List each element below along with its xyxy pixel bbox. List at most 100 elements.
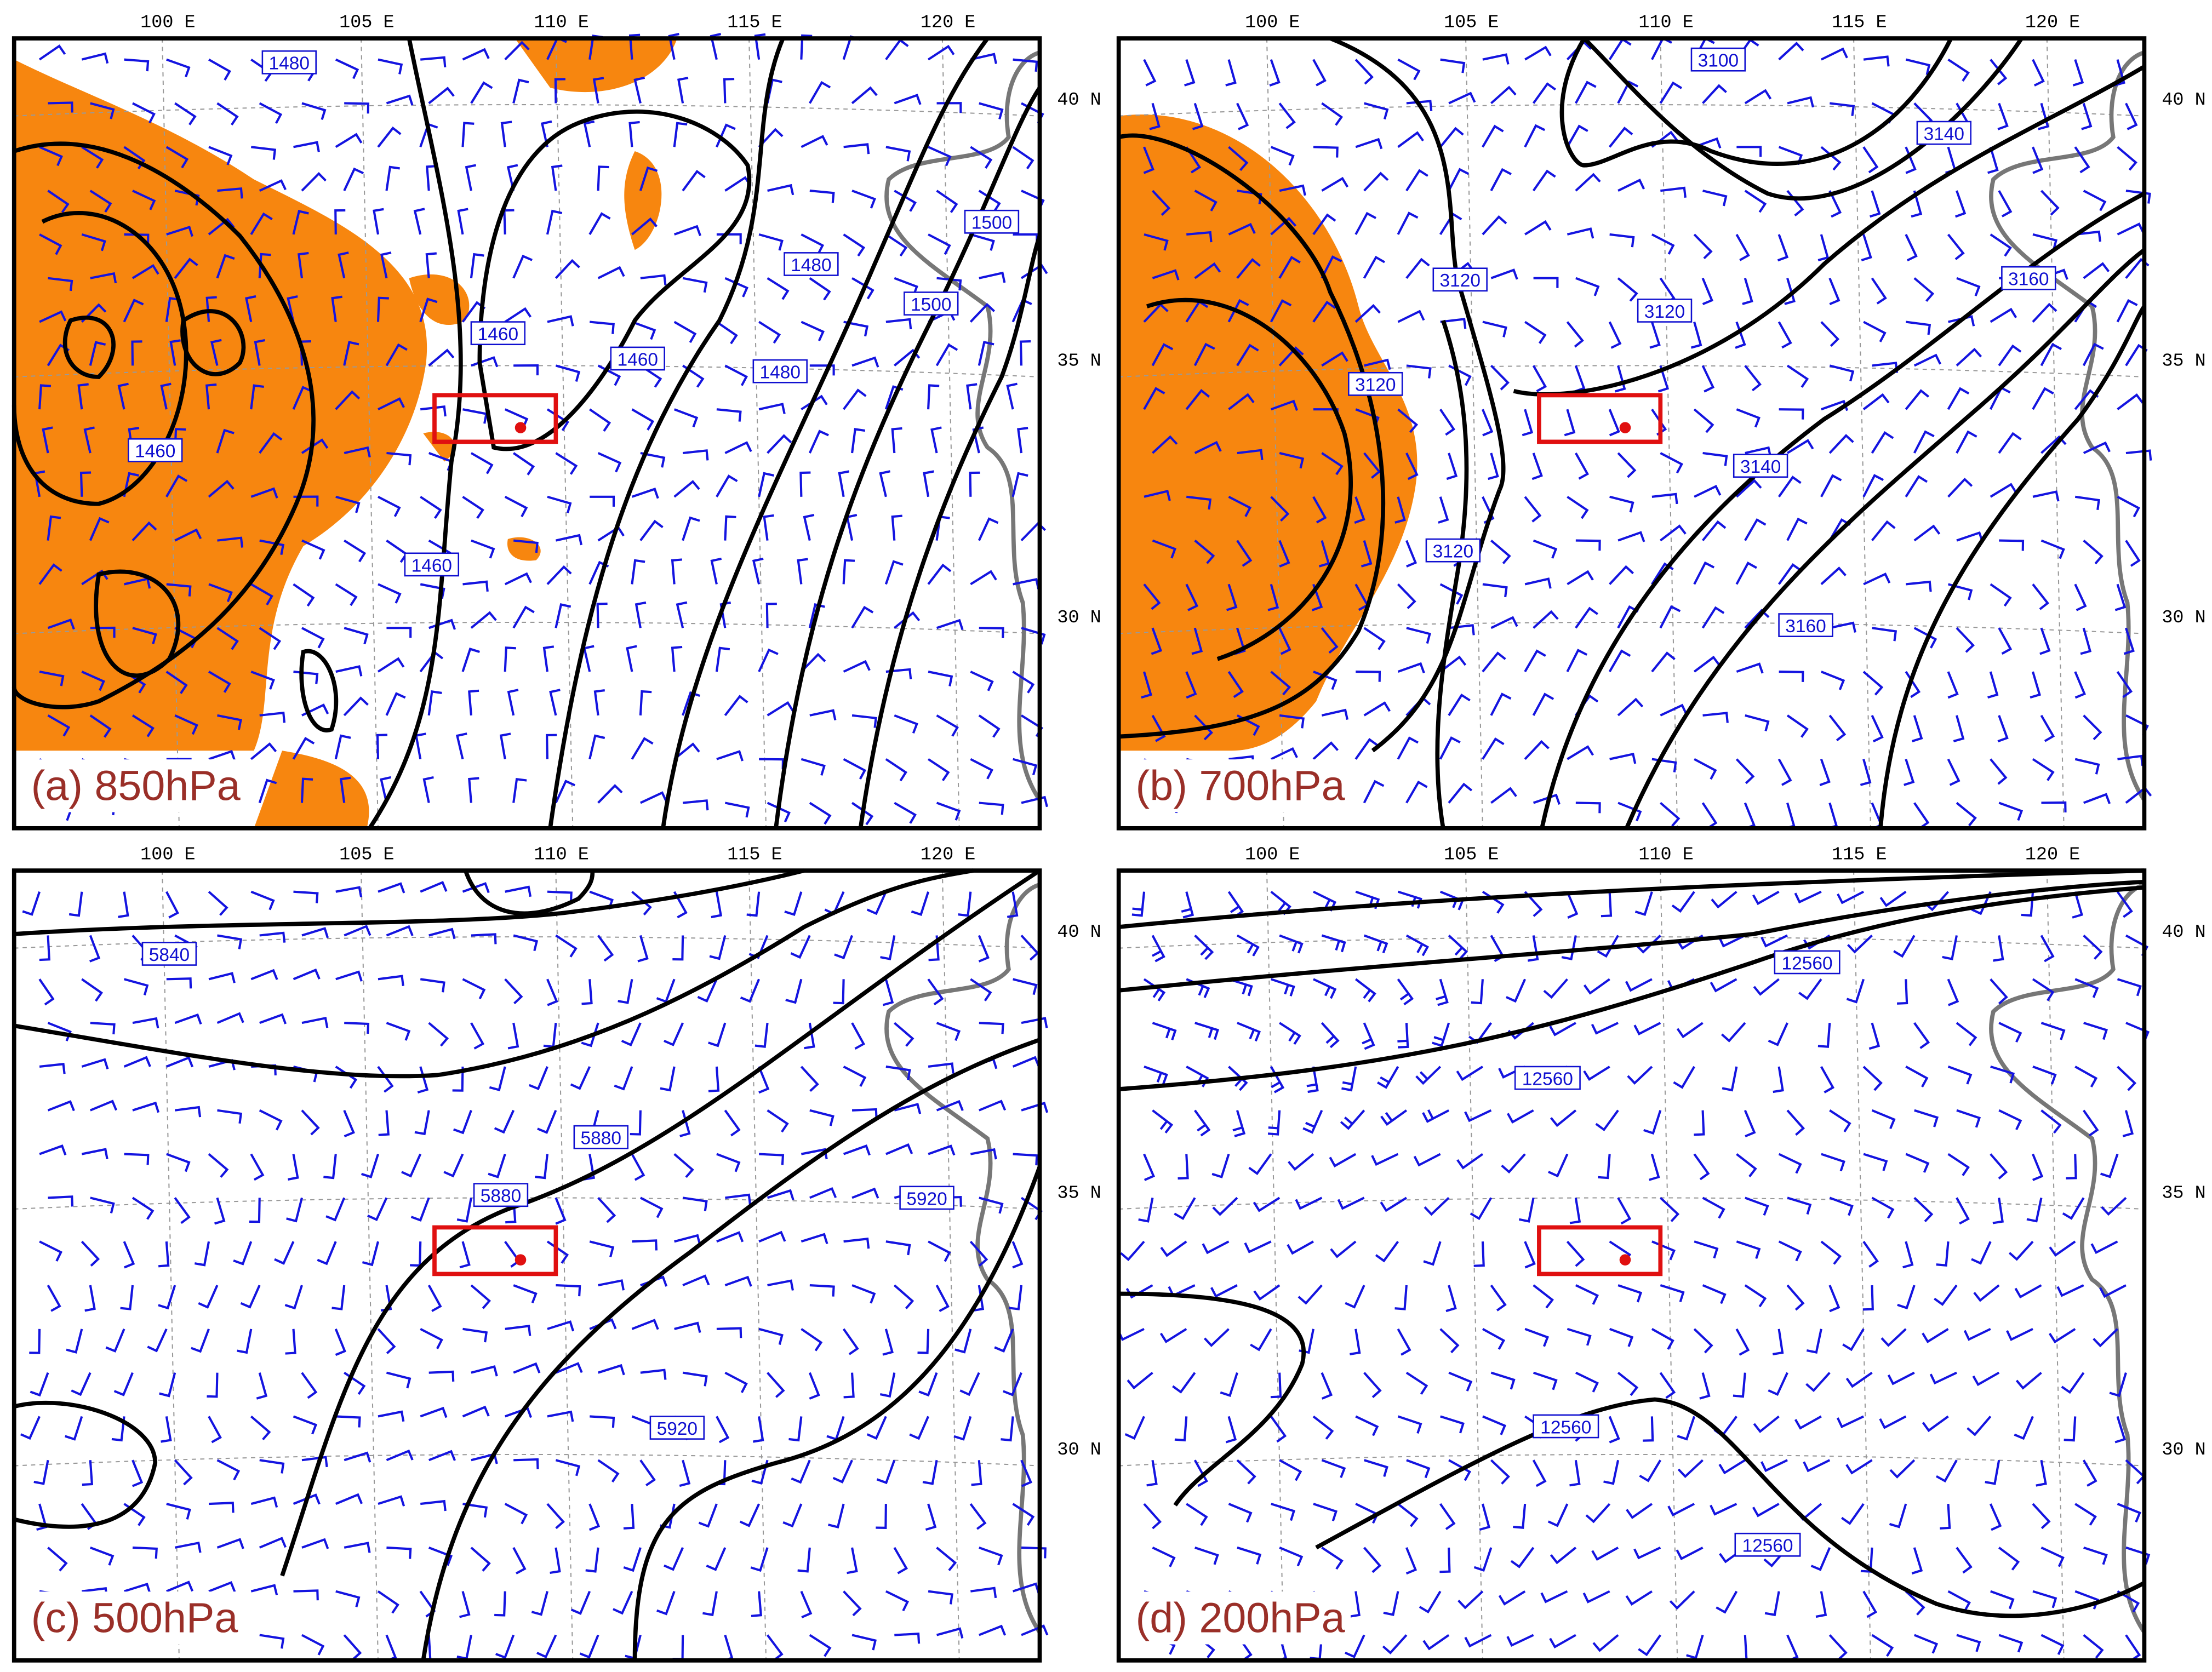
wind-barb (1862, 146, 1879, 174)
wind-barb (207, 1372, 219, 1398)
wind-barb (1364, 102, 1389, 120)
wind-barb (753, 1416, 764, 1443)
longitude-label: 110 E (534, 844, 588, 865)
wind-barb (377, 1328, 396, 1354)
wind-barb (420, 405, 447, 417)
latitude-label: 40 N (1057, 922, 1101, 943)
contour-label: 1460 (135, 442, 175, 462)
wind-barb (89, 517, 110, 541)
wind-barb (216, 1012, 244, 1024)
longitude-label: 105 E (1444, 844, 1499, 865)
wind-barb (808, 430, 829, 454)
wind-barb (1278, 102, 1296, 129)
wind-barb (801, 758, 826, 776)
wind-barb (843, 758, 867, 780)
wind-barb (1659, 81, 1683, 104)
wind-barb (1821, 1153, 1845, 1172)
wind-barb (1194, 1022, 1219, 1040)
wind-barb (546, 978, 558, 1006)
wind-barb (1744, 1284, 1767, 1308)
wind-barb (1151, 190, 1171, 216)
wind-barb (1752, 1503, 1780, 1518)
wind-barb (1694, 1240, 1719, 1259)
wind-barb (979, 1022, 1004, 1034)
wind-barb (1185, 389, 1210, 410)
wind-barb (1337, 1196, 1365, 1210)
wind-barb (1354, 496, 1365, 524)
wind-barb (1321, 708, 1349, 720)
longitude-label: 120 E (921, 844, 975, 865)
wind-barb (970, 1148, 997, 1160)
wind-barb (1635, 935, 1661, 954)
wind-barb (1524, 320, 1547, 344)
wind-barb (489, 1066, 506, 1091)
wind-barb (767, 277, 790, 300)
wind-barb (767, 434, 792, 454)
wind-barb (1192, 102, 1204, 130)
wind-barb (1841, 1503, 1865, 1525)
wind-barb (386, 627, 412, 638)
wind-barb (1567, 745, 1594, 760)
wind-barb (428, 87, 455, 105)
wind-barb (1457, 1590, 1484, 1610)
latitude-label: 40 N (2162, 922, 2205, 943)
wind-barb (2032, 387, 2054, 410)
wind-barb (706, 1547, 727, 1571)
wind-barb (801, 394, 828, 410)
wind-barb (597, 935, 614, 962)
wind-barb (1473, 1241, 1485, 1267)
wind-barb (555, 780, 576, 804)
wind-barb (970, 570, 997, 586)
wind-barb (631, 891, 652, 915)
wind-barb (682, 169, 706, 192)
wind-barb (250, 671, 275, 690)
target-point (1619, 422, 1631, 433)
wind-barb (550, 1547, 561, 1574)
wind-barb (1363, 1372, 1382, 1398)
latitude-label: 35 N (2162, 351, 2205, 371)
wind-barb (2049, 1240, 2076, 1257)
wind-barb (38, 44, 66, 61)
wind-barb (724, 1371, 748, 1393)
wind-barb (758, 1327, 784, 1345)
wind-barb (68, 891, 83, 917)
wind-barb (250, 212, 273, 236)
contour (1118, 879, 2145, 993)
wind-barb (631, 320, 656, 340)
wind-barb (1694, 485, 1722, 498)
wind-barb (537, 1109, 557, 1134)
wind-barb (1828, 714, 1847, 742)
wind-barb (1953, 715, 1965, 742)
wind-barb (2125, 1546, 2151, 1565)
wind-barb (1149, 102, 1161, 130)
wind-barb (81, 1148, 108, 1159)
wind-barb (851, 801, 874, 826)
wind-barb (1768, 1022, 1788, 1046)
wind-barb (1772, 1329, 1784, 1355)
wind-barb (2040, 435, 2067, 454)
wind-barb (494, 1109, 515, 1134)
contour-label-box (649, 1416, 705, 1440)
wind-barb (1181, 891, 1194, 919)
wind-barb (1549, 1634, 1576, 1648)
panel-label-background (25, 759, 247, 812)
wind-barb (928, 1062, 954, 1074)
contour-label-box (1778, 613, 1833, 637)
wind-barb (259, 432, 283, 454)
wind-barb (1575, 277, 1600, 296)
wind-barb (124, 1153, 150, 1165)
wind-barb (1228, 1503, 1253, 1523)
wind-barb (1506, 1634, 1534, 1647)
wind-barb (1193, 342, 1215, 367)
wind-barb (1518, 1197, 1535, 1223)
wind-barb (918, 1372, 938, 1397)
wind-barb (1777, 321, 1792, 349)
wind-barb (385, 343, 408, 367)
wind-barb (893, 1284, 914, 1309)
wind-barb (1815, 1591, 1827, 1618)
wind-barb (1845, 1459, 1873, 1475)
wind-barb (1956, 430, 1977, 454)
wind-barb (1237, 449, 1264, 460)
wind-barb (462, 978, 486, 1000)
wind-barb (2117, 495, 2140, 518)
